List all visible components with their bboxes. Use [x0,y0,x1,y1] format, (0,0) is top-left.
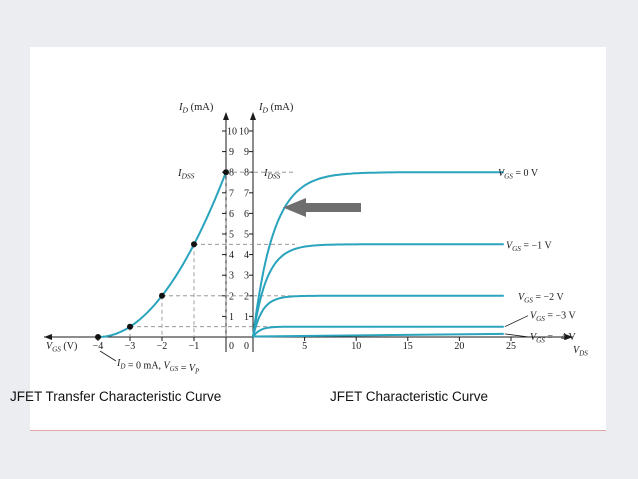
drain-curve-series [252,294,504,338]
drain-curve-series [252,325,504,338]
x-axis-right-arrow [565,334,573,340]
transfer-point [191,241,197,248]
transfer-origin-label: 0 [229,341,234,352]
slide-panel [30,47,606,431]
drain-y-axis-title: ID (mA) [258,102,294,115]
transfer-y-tick-label: 10 [227,127,237,138]
transfer-y-tick-label: 4 [229,250,234,261]
transfer-y-tick-label: 2 [229,291,234,302]
drain-x-tick-label: 25 [506,341,516,352]
series-label: VGS = −1 V [506,240,553,253]
transfer-curve-caption: JFET Transfer Characteristic Curve [10,389,222,404]
drain-y-tick-label: 2 [244,291,249,302]
transfer-x-axis-title: VGS (V) [46,341,77,354]
drain-y-tick-label: 10 [239,127,249,138]
drain-y-tick-label: 4 [244,250,249,261]
drain-y-tick-label: 6 [244,209,249,220]
transfer-y-tick-label: 3 [229,271,234,282]
series-label-leader [504,315,529,328]
drain-origin-label: 0 [244,341,249,352]
left-arrow-icon [283,198,361,217]
slide-divider [30,430,606,431]
series-label: VGS = −3 V [530,311,577,324]
transfer-y-tick-label: 8 [229,168,234,179]
series-label-leader [504,333,529,338]
drain-y-tick-label: 7 [244,188,249,199]
drain-x-axis-title: VDS [573,345,588,358]
transfer-y-tick-label: 1 [229,312,234,323]
transfer-y-axis-title: ID (mA) [178,102,214,115]
drain-idss-label: IDSS [263,168,281,181]
drain-curve-series [252,332,504,338]
transfer-y-tick-label: 9 [229,147,234,158]
transfer-y-axis-arrow [223,112,229,120]
drain-y-tick-label: 8 [244,168,249,179]
drain-curve-series [252,243,504,338]
transfer-x-tick-label: −2 [157,341,168,352]
transfer-y-tick-label: 5 [229,230,234,241]
transfer-x-tick-label: −4 [93,341,104,352]
transfer-point [127,323,133,330]
drain-x-tick-label: 10 [351,341,361,352]
drain-y-tick-label: 3 [244,271,249,282]
series-label: VGS = 0 V [498,168,539,181]
cutoff-leader-line [99,350,117,362]
series-label: VGS = −2 V [518,292,565,305]
cutoff-annotation: ID = 0 mA, VGS = VP [116,358,200,376]
transfer-y-tick-label: 7 [229,188,234,199]
transfer-idss-label: IDSS [177,168,195,181]
drain-x-tick-label: 20 [454,341,464,352]
drain-y-tick-label: 9 [244,147,249,158]
drain-y-axis-arrow [250,112,256,120]
drain-y-tick-label: 1 [244,312,249,323]
series-label: VGS = −4 V [530,332,577,345]
transfer-y-tick-label: 6 [229,209,234,220]
x-axis-left-arrow [44,334,52,340]
drain-curve-series [252,171,504,338]
drain-y-tick-label: 5 [244,230,249,241]
transfer-point [159,292,165,299]
drain-curve-caption: JFET Characteristic Curve [330,389,489,404]
transfer-point [223,169,229,176]
drain-x-tick-label: 15 [403,341,413,352]
transfer-point [95,334,101,340]
transfer-x-tick-label: −1 [189,341,200,352]
drain-x-tick-label: 5 [302,341,307,352]
transfer-x-tick-label: −3 [125,341,136,352]
